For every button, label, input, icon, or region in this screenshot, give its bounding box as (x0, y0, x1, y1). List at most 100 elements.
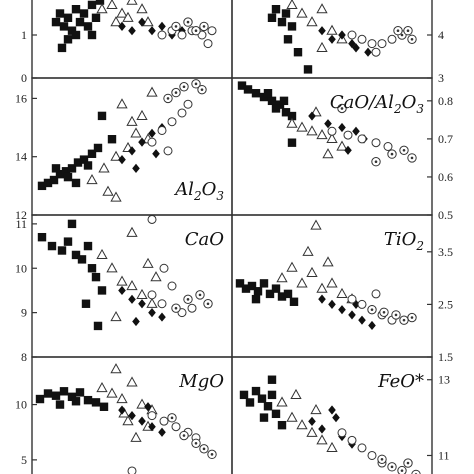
point-filled-diamond (318, 424, 326, 434)
point-dotted-circle (207, 449, 217, 460)
point-open-circle (357, 443, 367, 453)
point-open-triangle (146, 297, 158, 308)
point-filled-diamond (128, 146, 136, 156)
point-filled-square (67, 26, 77, 35)
point-filled-diamond (118, 405, 126, 415)
panel-p7: 11 13 FeO* (231, 356, 450, 474)
point-filled-square (287, 138, 297, 147)
y-tick-label: 8 (21, 350, 27, 364)
point-filled-square (51, 17, 61, 27)
point-filled-diamond (368, 320, 376, 331)
point-open-circle (203, 39, 213, 49)
point-filled-square (67, 219, 77, 229)
point-filled-square (87, 264, 97, 273)
point-filled-diamond (358, 315, 366, 325)
point-open-triangle (116, 275, 128, 286)
point-filled-square (271, 104, 281, 113)
point-filled-square (75, 388, 85, 397)
point-open-triangle (130, 127, 142, 138)
point-filled-square (93, 143, 103, 153)
point-open-circle (147, 137, 157, 147)
point-dotted-circle (407, 153, 417, 163)
point-open-circle (357, 34, 367, 44)
point-dotted-circle (179, 82, 189, 92)
y-tick-label: 0.7 (438, 132, 453, 146)
y-tick-label: 0.5 (438, 208, 453, 222)
points-p0 (51, 0, 217, 53)
point-filled-diamond (128, 26, 136, 36)
point-open-triangle (106, 0, 118, 9)
point-filled-diamond (138, 137, 146, 147)
point-filled-diamond (348, 39, 356, 49)
point-open-triangle (122, 415, 134, 426)
point-filled-diamond (324, 119, 332, 129)
panel-p2: 12 14 16 Al2O3 (15, 77, 233, 222)
point-filled-square (83, 241, 93, 251)
point-filled-diamond (364, 47, 372, 57)
y-tick-label: 0.6 (438, 170, 453, 184)
point-filled-square (55, 9, 65, 18)
panel-label: TiO2 (384, 229, 424, 253)
point-filled-square (241, 284, 251, 293)
point-open-circle (157, 125, 167, 135)
point-filled-diamond (318, 294, 326, 304)
point-filled-square (293, 48, 303, 57)
point-filled-square (83, 395, 93, 405)
point-filled-diamond (308, 416, 316, 426)
point-open-triangle (126, 376, 138, 387)
point-open-triangle (326, 277, 338, 288)
point-filled-diamond (138, 17, 146, 27)
point-open-triangle (306, 426, 318, 437)
point-open-circle (371, 47, 381, 57)
point-filled-square (67, 164, 77, 173)
point-dotted-circle (197, 84, 207, 95)
point-open-triangle (306, 16, 318, 27)
point-open-circle (367, 39, 377, 49)
y-tick-label: 1.5 (438, 350, 453, 364)
point-filled-square (71, 5, 81, 14)
point-dotted-circle (191, 26, 201, 36)
point-open-triangle (316, 129, 328, 140)
point-open-triangle (86, 173, 98, 185)
panel-label: CaO/Al2O3 (330, 92, 425, 116)
point-filled-square (51, 164, 61, 173)
points-p3 (237, 81, 417, 167)
point-filled-square (63, 172, 73, 182)
point-filled-diamond (338, 305, 346, 315)
point-open-triangle (322, 148, 334, 159)
point-dotted-circle (171, 21, 181, 32)
point-filled-square (253, 287, 263, 296)
point-open-triangle (316, 41, 328, 52)
point-open-triangle (96, 381, 108, 393)
point-filled-square (107, 135, 117, 144)
point-dotted-circle (183, 294, 193, 305)
point-dotted-circle (171, 87, 181, 98)
point-filled-square (71, 250, 81, 260)
point-filled-diamond (152, 149, 160, 159)
point-dotted-circle (199, 21, 209, 32)
point-open-triangle (142, 257, 154, 268)
point-filled-square (37, 181, 47, 191)
point-filled-square (59, 22, 69, 31)
point-filled-square (283, 35, 293, 44)
point-filled-square (279, 96, 289, 106)
point-filled-diamond (318, 26, 326, 36)
point-dotted-circle (407, 312, 417, 323)
point-filled-square (67, 392, 77, 402)
point-filled-diamond (344, 145, 352, 155)
point-filled-square (245, 398, 255, 407)
point-open-circle (383, 142, 393, 151)
point-filled-square (37, 232, 47, 242)
point-filled-diamond (328, 299, 336, 310)
point-open-triangle (326, 132, 338, 143)
point-open-triangle (142, 16, 154, 27)
point-filled-square (87, 30, 97, 40)
point-open-triangle (136, 3, 148, 14)
point-open-triangle (306, 125, 318, 136)
point-open-circle (367, 450, 377, 460)
point-filled-square (47, 241, 57, 251)
point-filled-diamond (338, 122, 346, 133)
point-filled-square (281, 9, 291, 18)
point-open-circle (157, 30, 167, 40)
